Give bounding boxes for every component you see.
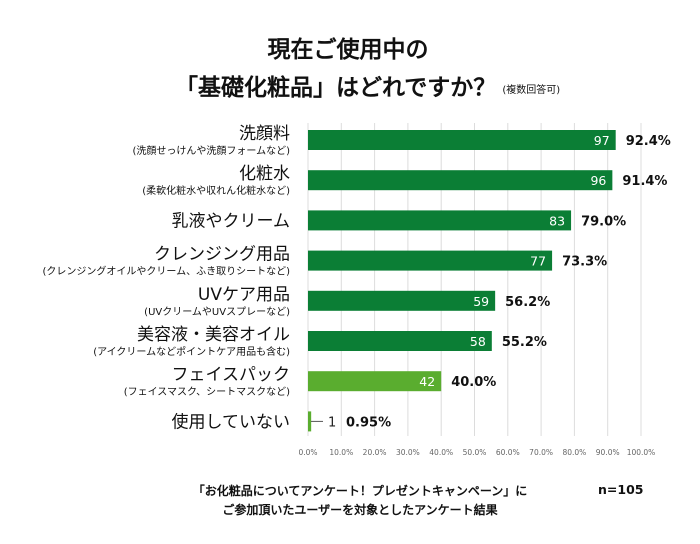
category-label: クレンジング用品 <box>154 245 290 265</box>
category-label: 美容液・美容オイル <box>137 325 290 345</box>
x-tick-label: 80.0% <box>562 448 586 457</box>
chart-title-line1: 現在ご使用中の <box>267 37 429 63</box>
bar <box>308 411 312 432</box>
x-tick-label: 30.0% <box>396 448 420 457</box>
count-label: 59 <box>473 294 489 309</box>
chart-title-line2-text: 「基礎化粧品」はどれですか？ <box>175 75 497 101</box>
multiple-answers-note: (複数回答可) <box>502 85 561 96</box>
percent-label: 40.0% <box>451 375 496 390</box>
percent-label: 56.2% <box>505 295 550 310</box>
footer-note: 「お化粧品についてアンケート！プレゼントキャンペーン」に ご参加頂いたユーザーを… <box>150 482 570 520</box>
percent-label: 92.4% <box>626 134 671 149</box>
count-label: 1 <box>328 415 336 430</box>
percent-label: 91.4% <box>622 174 667 189</box>
percent-label: 0.95% <box>346 415 391 430</box>
bar <box>308 371 442 392</box>
category-sublabel: (アイクリームなどポイントケア用品も含む) <box>93 345 290 358</box>
count-label: 77 <box>530 254 546 269</box>
x-tick-label: 70.0% <box>529 448 553 457</box>
category-label: UVケア用品 <box>198 285 290 305</box>
percent-label: 55.2% <box>502 335 547 350</box>
bar <box>308 250 553 271</box>
category-label: 使用していない <box>172 411 291 432</box>
category-sublabel: (フェイスマスク、シートマスクなど) <box>124 386 290 398</box>
percent-label: 73.3% <box>562 255 607 270</box>
category-sublabel: (UVクリームやUVスプレーなど) <box>144 306 290 318</box>
footer-line2: ご参加頂いたユーザーを対象としたアンケート結果 <box>222 503 498 517</box>
bar <box>308 210 572 231</box>
bar <box>308 290 496 311</box>
x-tick-label: 40.0% <box>429 448 453 457</box>
category-sublabel: (洗顔せっけんや洗顔フォームなど) <box>132 144 290 157</box>
footer-line1: 「お化粧品についてアンケート！プレゼントキャンペーン」に <box>192 484 528 498</box>
sample-size: n=105 <box>598 482 644 497</box>
count-label: 97 <box>594 133 610 148</box>
x-tick-label: 60.0% <box>496 448 520 457</box>
x-tick-label: 20.0% <box>363 448 387 457</box>
count-label: 42 <box>419 374 435 389</box>
category-sublabel: (クレンジングオイルやクリーム、ふき取りシートなど) <box>42 265 290 278</box>
bar <box>308 130 616 150</box>
x-tick-label: 10.0% <box>329 448 353 457</box>
chart-title-line2: 「基礎化粧品」はどれですか？ (複数回答可) <box>175 68 560 102</box>
count-label: 96 <box>590 173 606 188</box>
x-tick-label: 100.0% <box>627 448 656 457</box>
category-label: 化粧水 <box>239 164 290 184</box>
category-label: 洗顔料 <box>239 124 290 144</box>
x-tick-label: 0.0% <box>298 448 317 457</box>
category-label: 乳液やクリーム <box>172 211 291 231</box>
category-sublabel: (柔軟化粧水や収れん化粧水など) <box>142 184 290 197</box>
count-label: 83 <box>549 213 565 228</box>
category-label: フェイスパック <box>172 365 291 385</box>
bar <box>308 331 492 351</box>
count-label: 58 <box>470 334 486 349</box>
bar <box>308 170 613 191</box>
percent-label: 79.0% <box>581 214 626 229</box>
x-tick-label: 90.0% <box>596 448 620 457</box>
x-tick-label: 50.0% <box>463 448 487 457</box>
